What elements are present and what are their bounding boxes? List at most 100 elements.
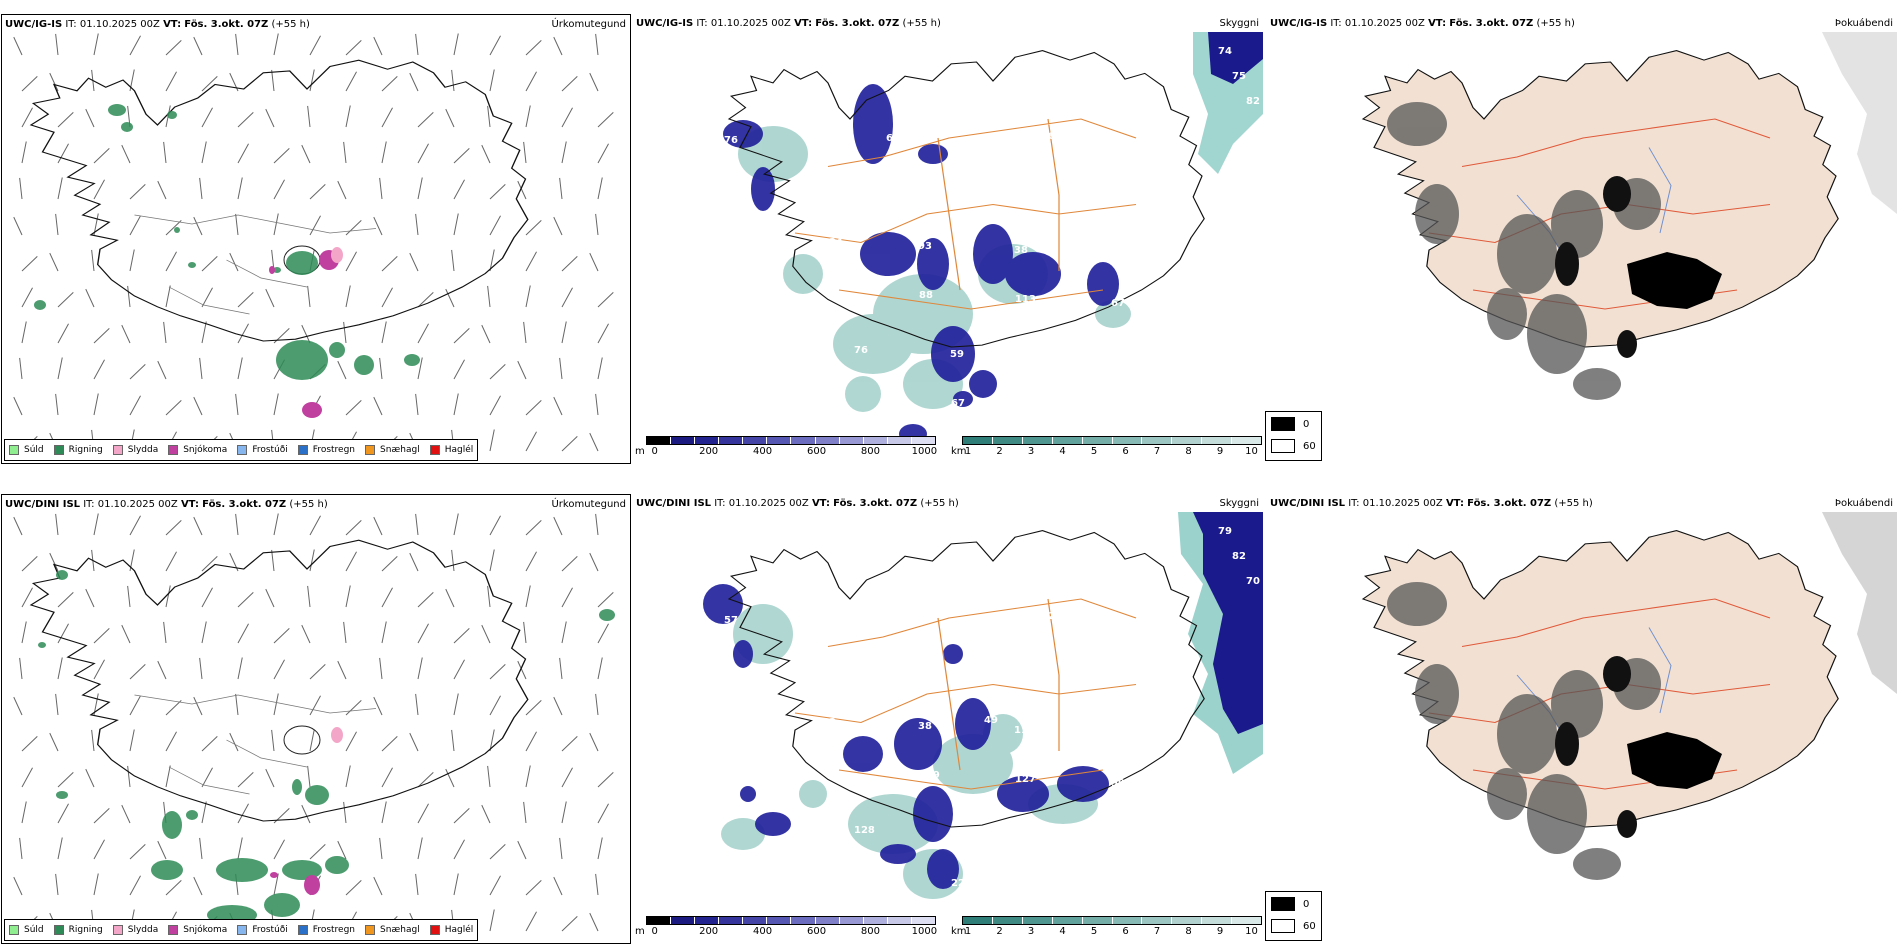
colorbar-swatch — [887, 437, 912, 444]
precip-map — [13, 33, 614, 452]
visibility-value-label: 76 — [724, 135, 738, 146]
visibility-value-label: 59 — [950, 349, 964, 360]
colorbar-swatch — [911, 437, 935, 444]
legend-label: Haglél — [444, 445, 474, 455]
legend-swatch — [9, 445, 19, 455]
colorbar-tick-label: 5 — [1090, 926, 1098, 937]
visibility-value-label: 65 — [1048, 131, 1062, 142]
precip-legend-item: Haglél — [429, 925, 474, 935]
colorbar-tick-label: 4 — [1059, 926, 1066, 937]
cloudbase-colorbar: m 0 200 400 600 800 1000 — [635, 916, 937, 937]
colorbar-tick-label: 5 — [1090, 446, 1098, 457]
valid-time: Fös. 3.okt. 07Z — [202, 499, 287, 510]
visibility-value-label: 133 — [886, 613, 907, 624]
colorbar-tick-label: 1 — [964, 446, 972, 457]
panel-title: Þokuábendi — [1834, 18, 1893, 29]
colorbar-tick-label: 9 — [1216, 926, 1224, 937]
colorbar-ticks: 1 2 3 4 5 6 7 8 9 10 — [962, 925, 1262, 937]
legend-label: Slydda — [127, 445, 159, 455]
init-time: 01.10.2025 00Z — [728, 498, 809, 509]
visibility-value-label: 30 — [1113, 876, 1127, 887]
visibility-value-label: 100 — [756, 243, 777, 254]
colorbar-tick-label: 0 — [651, 926, 658, 937]
colorbar-swatch — [1022, 917, 1053, 924]
precip-panel-row2: UWC/DINI ISL IT: 01.10.2025 00Z VT: Fös.… — [1, 494, 631, 944]
legend-swatch — [9, 925, 19, 935]
colorbar-unit: m — [635, 446, 645, 457]
colorbar-swatch — [1172, 437, 1203, 444]
visibility-value-label: 94 — [1112, 347, 1126, 358]
visibility-value-label: 50 — [725, 184, 739, 195]
panel-title: Skyggni — [1219, 498, 1259, 509]
colorbar-swatch — [767, 437, 792, 444]
panel-header: UWC/DINI ISL IT: 01.10.2025 00Z VT: Fös.… — [636, 498, 959, 509]
visibility-value-label: 88 — [919, 290, 933, 301]
cloud-panel-row1: UWC/IG-IS IT: 01.10.2025 00Z VT: Fös. 3.… — [633, 14, 1263, 464]
model-name: UWC/IG-IS — [1270, 18, 1328, 29]
colorbar-swatch — [1082, 437, 1113, 444]
visibility-value-label: 80 — [756, 723, 770, 734]
colorbar-swatch — [863, 917, 888, 924]
fog-legend-swatch — [1271, 439, 1295, 453]
colorbar-ticks: 1 2 3 4 5 6 7 8 9 10 — [962, 445, 1262, 457]
precip-legend-item: Frostúði — [237, 925, 288, 935]
fog-legend-label: 60 — [1303, 920, 1316, 932]
visibility-value-label: 115 — [789, 400, 810, 411]
colorbar-tick-label: 0 — [651, 446, 658, 457]
precip-legend-item: Súld — [9, 925, 44, 935]
model-name: UWC/IG-IS — [5, 19, 63, 30]
colorbar-swatch — [791, 917, 816, 924]
legend-label: Rigning — [68, 445, 103, 455]
colorbar-tick-label: 2 — [996, 446, 1003, 457]
colorbar-tick-label: 1 — [964, 926, 972, 937]
fog-legend-label: 0 — [1303, 418, 1310, 430]
colorbar-swatch — [963, 437, 993, 444]
panel-title: Skyggni — [1219, 18, 1259, 29]
init-time: 01.10.2025 00Z — [79, 19, 160, 30]
colorbar-swatch — [1202, 437, 1233, 444]
visibility-colorbar: km 1 2 3 4 5 6 7 8 9 10 — [951, 916, 1262, 937]
fog-panel-row2: UWC/DINI ISL IT: 01.10.2025 00Z VT: Fös.… — [1267, 494, 1897, 944]
visibility-value-label: 82 — [1246, 96, 1260, 107]
visibility-colorbar: km 1 2 3 4 5 6 7 8 9 10 — [951, 436, 1262, 457]
valid-time: Fös. 3.okt. 07Z — [184, 19, 269, 30]
fog-legend-swatch — [1271, 919, 1295, 933]
colorbar-swatch — [1052, 917, 1083, 924]
colorbar-swatch — [992, 437, 1023, 444]
legend-swatch — [53, 925, 64, 935]
visibility-value-label: 74 — [853, 776, 867, 787]
fog-indicator-map — [1361, 512, 1897, 880]
colorbar-tick-label: 400 — [753, 446, 773, 457]
visibility-value-label: 74 — [1218, 46, 1232, 57]
visibility-value-label: 38 — [1014, 245, 1028, 256]
colorbar-tick-label: 200 — [699, 926, 719, 937]
fog-legend: 0 60 — [1265, 411, 1322, 461]
visibility-value-label: 61 — [790, 609, 804, 620]
legend-swatch — [429, 925, 440, 935]
colorbar-unit: km — [951, 926, 967, 937]
visibility-value-label: 110 — [1014, 725, 1035, 736]
legend-label: Frostregn — [312, 445, 356, 455]
valid-time: Fös. 3.okt. 07Z — [1467, 498, 1552, 509]
visibility-value-label: 75 — [1232, 71, 1246, 82]
colorbar-tick-label: 10 — [1245, 926, 1258, 937]
precip-legend-item: Slydda — [112, 925, 158, 935]
precip-legend-item: Rigning — [53, 445, 103, 455]
colorbar-swatch — [695, 917, 720, 924]
colorbar-tick-label: 6 — [1122, 926, 1129, 937]
precip-legend-item: Rigning — [53, 925, 103, 935]
visibility-value-label: 67 — [1111, 298, 1125, 309]
legend-label: Frostúði — [252, 925, 288, 935]
legend-label: Snæhagl — [380, 925, 420, 935]
init-time: 01.10.2025 00Z — [710, 18, 791, 29]
panel-header: UWC/IG-IS IT: 01.10.2025 00Z VT: Fös. 3.… — [5, 19, 310, 30]
colorbar-swatch — [671, 917, 696, 924]
legend-label: Frostregn — [312, 925, 356, 935]
visibility-value-label: 58 — [1080, 719, 1094, 730]
legend-label: Snjókoma — [183, 445, 228, 455]
colorbar-swatch — [743, 437, 768, 444]
legend-label: Haglél — [444, 925, 474, 935]
fog-legend-swatch — [1271, 897, 1295, 911]
colorbar-unit: km — [951, 446, 967, 457]
lead-time: (+55 h) — [902, 18, 941, 29]
